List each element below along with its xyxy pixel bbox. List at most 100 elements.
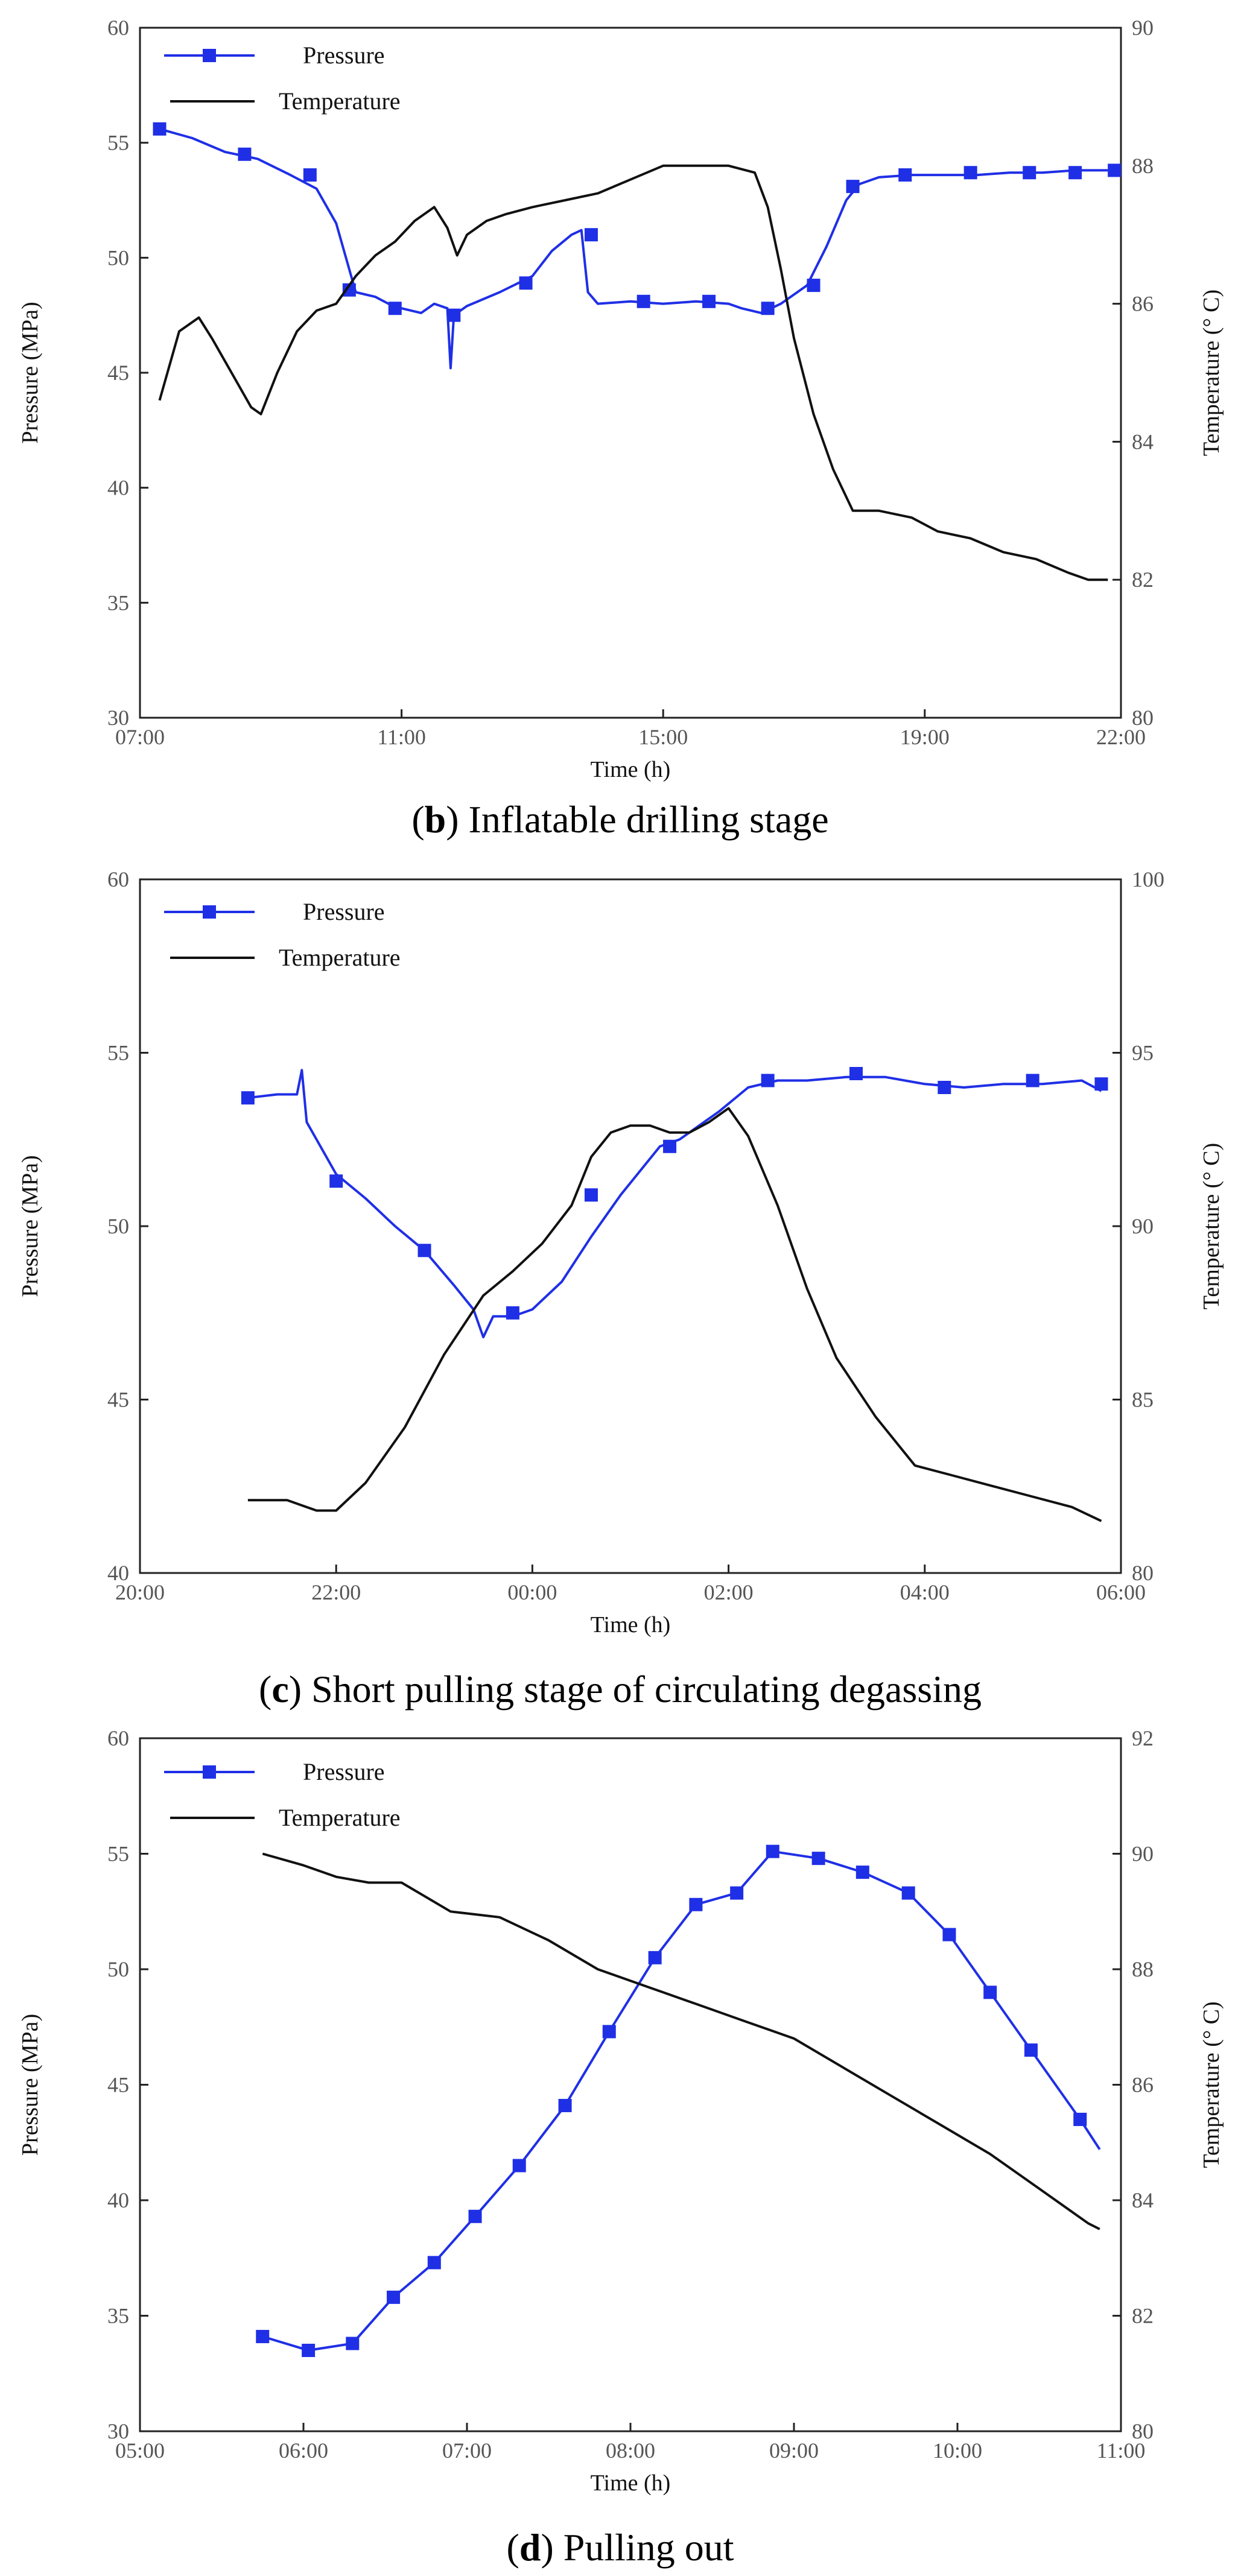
x-tick-label: 15:00 [638,725,688,749]
x-tick-label: 11:00 [1097,2438,1146,2463]
pressure-marker [938,1081,951,1094]
temperature-series-line [158,164,1108,581]
y-tick-label: 55 [107,1041,129,1065]
y-tick-label: 35 [107,2304,129,2328]
pressure-marker [506,1306,519,1320]
pressure-marker [602,2025,616,2039]
pressure-marker [468,2209,482,2223]
legend-temperature-label: Temperature [279,1804,401,1831]
y-tick-label: 40 [107,2188,129,2212]
x-axis-label: Time (h) [591,757,671,782]
y-tick-label: 60 [107,16,129,40]
legend-pressure-marker [203,49,216,62]
legend-pressure-label: Pressure [303,898,385,925]
legend-pressure-label: Pressure [303,42,385,69]
pressure-marker [1023,166,1036,180]
pressure-marker [901,1886,915,1900]
plot-frame [139,27,1122,719]
legend-pressure-marker [203,905,216,919]
pressure-marker [519,276,533,290]
y2-tick-label: 92 [1132,1726,1154,1750]
pressure-marker [584,228,598,242]
y-tick-label: 55 [107,131,129,155]
x-tick-label: 11:00 [377,725,426,749]
pressure-marker [730,1886,744,1900]
pressure-marker [238,147,252,161]
y2-axis-label: Temperature (° C) [1199,2001,1224,2168]
y2-tick-label: 95 [1132,1041,1154,1065]
caption-text: Inflatable drilling stage [459,798,829,841]
y-tick-label: 45 [107,2073,129,2097]
y2-tick-label: 86 [1132,292,1154,316]
pressure-marker [761,302,775,315]
x-axis-label: Time (h) [591,1612,671,1638]
caption-b: (b) Inflatable drilling stage [411,798,828,841]
x-tick-label: 00:00 [507,1580,557,1604]
caption-letter: b [425,798,446,841]
y2-tick-label: 85 [1132,1388,1154,1412]
chart-panel-d: 05:00 06:00 07:00 08:00 09:00 10:00 11:00 30 35 4… [17,1726,1224,2496]
temperature-series-line [262,1852,1100,2230]
x-tick-label: 06:00 [279,2438,328,2463]
y2-tick-label: 88 [1132,1957,1154,1981]
y2-tick-label: 90 [1132,16,1154,40]
x-axis-label: Time (h) [591,2470,671,2496]
y-tick-label: 50 [107,1214,129,1238]
pressure-marker [302,2343,316,2357]
pressure-marker [761,1074,775,1087]
x-tick-label: 05:00 [115,2438,165,2463]
pressure-marker [855,1866,869,1879]
y2-tick-label: 82 [1132,568,1154,592]
y-tick-label: 40 [107,476,129,500]
pressure-marker [342,283,356,297]
pressure-marker [346,2337,360,2350]
y-tick-label: 45 [107,1388,129,1412]
pressure-marker [983,1986,997,1999]
pressure-marker [1073,2112,1087,2126]
pressure-marker [963,166,977,180]
legend-pressure-label: Pressure [303,1758,385,1785]
chart-panel-c: 20:00 22:00 00:00 02:00 04:00 06:00 40 45 50 55 60… [17,867,1224,1638]
pressure-series-line [247,1069,1102,1338]
pressure-marker [388,302,402,315]
y2-tick-label: 88 [1132,154,1154,178]
y2-tick-label: 84 [1132,429,1154,454]
plot-frame [139,878,1122,1574]
pressure-marker [849,1067,863,1080]
y-axis-label: Pressure (MPa) [17,302,43,443]
pressure-marker [702,294,716,308]
pressure-marker [387,2290,401,2304]
pressure-marker [512,2159,526,2173]
y2-axis-label: Temperature (° C) [1199,1143,1224,1309]
legend-temperature-label: Temperature [279,944,401,971]
pressure-marker [447,308,461,322]
legend-temperature-label: Temperature [279,87,401,115]
y2-tick-label: 84 [1132,2188,1154,2212]
pressure-marker [1024,2043,1038,2057]
plot-frame [139,1737,1122,2432]
pressure-marker [153,122,167,136]
x-tick-label: 02:00 [704,1580,754,1604]
x-tick-label: 20:00 [115,1580,165,1604]
pressure-marker [1108,163,1122,177]
y-axis-label: Pressure (MPa) [17,1155,43,1297]
x-tick-label: 07:00 [442,2438,492,2463]
pressure-marker [256,2329,270,2343]
caption-text: Short pulling stage of circulating degas… [302,1668,982,1710]
y2-tick-label: 80 [1132,1561,1154,1585]
y-tick-label: 60 [107,867,129,891]
x-tick-label: 22:00 [311,1580,361,1604]
y2-tick-label: 82 [1132,2304,1154,2328]
x-tick-label: 07:00 [115,725,165,749]
y2-tick-label: 100 [1132,867,1164,891]
y-axis-label: Pressure (MPa) [17,2014,43,2156]
y-tick-label: 40 [107,1561,129,1585]
pressure-marker [636,294,650,308]
pressure-marker [584,1188,598,1202]
pressure-marker [241,1091,255,1105]
pressure-marker [846,180,860,194]
pressure-marker [303,168,317,182]
y-tick-label: 30 [107,2419,129,2443]
x-tick-label: 19:00 [900,725,950,749]
